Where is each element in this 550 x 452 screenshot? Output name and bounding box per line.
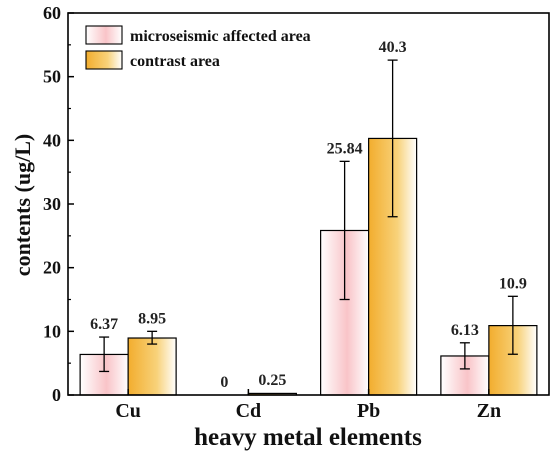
data-label: 0.25 (258, 372, 286, 389)
data-label: 25.84 (327, 140, 363, 157)
data-labels-layer: 6.37 0 25.84 6.13 8.95 0.25 40.3 10.9 (90, 39, 527, 391)
bar-contrast-cu (127, 337, 177, 396)
y-tick-label: 20 (43, 258, 61, 278)
y-ticks-layer: 0 10 20 30 40 50 60 (43, 3, 74, 405)
legend-swatch-contrast (85, 50, 123, 70)
y-tick-label: 50 (43, 67, 61, 87)
data-label: 6.37 (90, 316, 118, 333)
legend-label-contrast: contrast area (130, 53, 220, 70)
data-label: 6.13 (451, 322, 479, 339)
data-label: 8.95 (138, 310, 166, 327)
x-tick-label-cu: Cu (115, 400, 141, 422)
legend-label-microseismic: microseismic affected area (130, 28, 311, 45)
x-tick-label-zn: Zn (477, 400, 501, 422)
y-axis-label: contents (ug/L) (10, 134, 35, 276)
x-tick-label-cd: Cd (236, 400, 262, 422)
data-label: 40.3 (379, 39, 407, 56)
error-bars-layer (99, 59, 518, 373)
y-tick-label: 60 (43, 3, 61, 23)
data-label: 10.9 (499, 275, 527, 292)
bars-layer (79, 137, 538, 396)
y-axis-title: contents (ug/L) (10, 134, 35, 276)
y-tick-label: 0 (52, 385, 61, 405)
x-tick-label-pb: Pb (357, 400, 380, 422)
legend-swatch-microseismic (85, 25, 123, 45)
y-tick-label: 10 (43, 321, 61, 341)
data-label: 0 (220, 374, 228, 391)
legend: microseismic affected area contrast area (85, 25, 311, 70)
y-tick-label: 30 (43, 194, 61, 214)
y-tick-label: 40 (43, 130, 61, 150)
x-axis-label: heavy metal elements (194, 424, 422, 451)
x-ticks-layer: Cu Cd Pb Zn (115, 389, 501, 422)
